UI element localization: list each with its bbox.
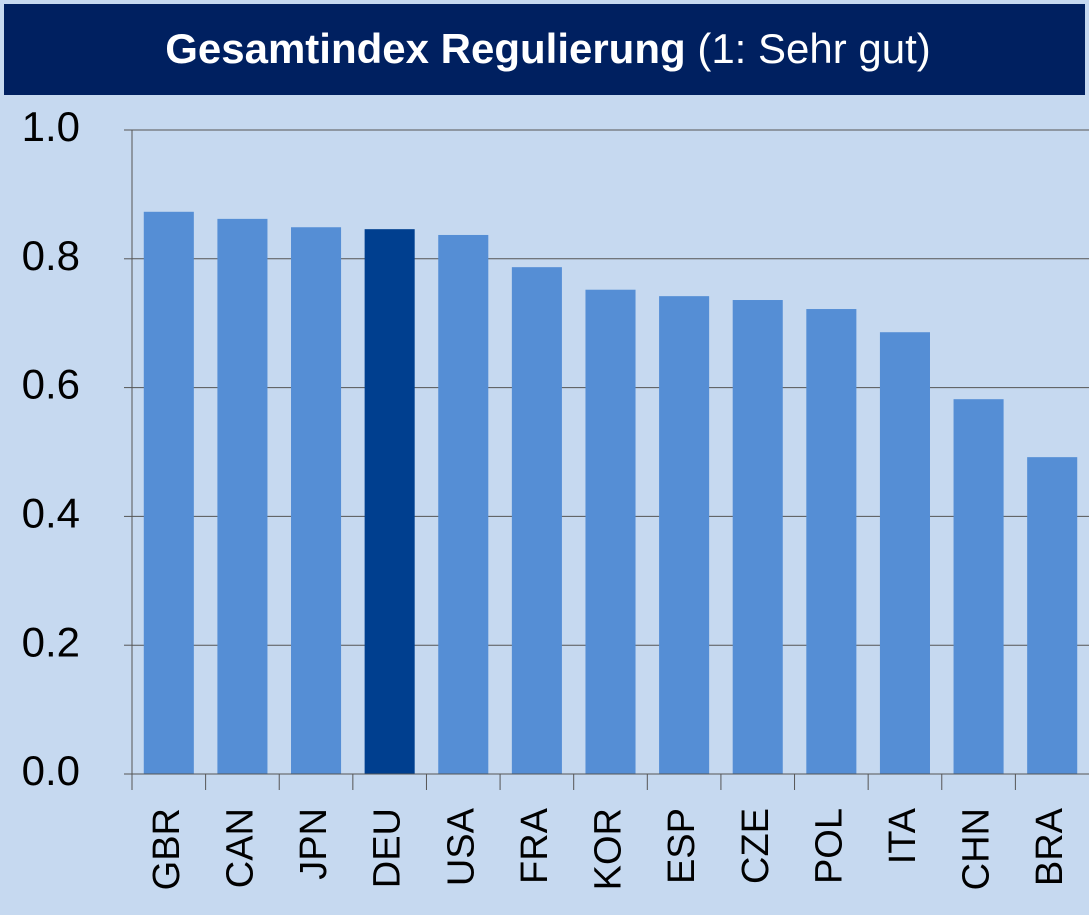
- bar: [806, 309, 857, 774]
- x-tick-label: ITA: [882, 807, 924, 864]
- bar: [438, 234, 489, 775]
- bar: [585, 289, 636, 774]
- x-tick-label: CAN: [219, 808, 261, 888]
- x-tick-label: CZE: [735, 808, 777, 884]
- y-tick-label: 0.8: [22, 232, 80, 279]
- bar: [879, 332, 930, 774]
- y-tick-label: 0.2: [22, 618, 80, 665]
- y-tick-label: 1.0: [22, 103, 80, 150]
- bar: [217, 218, 268, 774]
- bar: [1027, 457, 1078, 774]
- x-tick-label: USA: [440, 807, 482, 886]
- bar: [732, 300, 783, 774]
- x-tick-label: POL: [808, 808, 850, 884]
- x-tick-label: CHN: [956, 808, 998, 890]
- x-tick-label: GBR: [146, 808, 188, 890]
- bar: [291, 227, 342, 774]
- title-band: [4, 4, 1085, 95]
- bar: [659, 296, 710, 774]
- x-tick-label: FRA: [514, 807, 556, 884]
- x-tick-label: ESP: [661, 808, 703, 884]
- title-line: Gesamtindex Regulierung (1: Sehr gut): [165, 25, 931, 72]
- x-tick-label: BRA: [1029, 807, 1071, 886]
- x-tick-label: JPN: [293, 808, 335, 880]
- chart-subtitle: (1: Sehr gut): [697, 25, 930, 72]
- y-tick-label: 0.6: [22, 361, 80, 408]
- bar: [143, 211, 194, 775]
- x-tick-label: KOR: [588, 808, 630, 890]
- x-tick-label: DEU: [367, 808, 409, 888]
- y-tick-label: 0.4: [22, 489, 80, 536]
- bar: [511, 267, 562, 774]
- bar: [953, 399, 1004, 774]
- chart-title: Gesamtindex Regulierung: [165, 25, 685, 72]
- bar: [364, 229, 415, 774]
- y-tick-label: 0.0: [22, 747, 80, 794]
